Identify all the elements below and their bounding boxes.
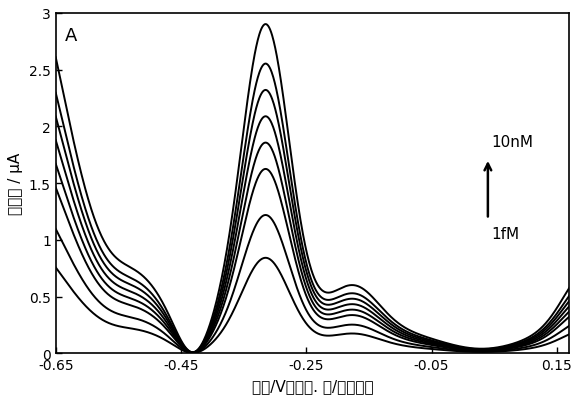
Text: 1fM: 1fM: [491, 227, 519, 241]
Text: A: A: [65, 27, 77, 45]
Text: 10nM: 10nM: [491, 135, 533, 150]
Y-axis label: 峰电流 / μA: 峰电流 / μA: [8, 152, 23, 215]
X-axis label: 电势/V（参比. 銀/氯化銀）: 电势/V（参比. 銀/氯化銀）: [251, 378, 373, 393]
